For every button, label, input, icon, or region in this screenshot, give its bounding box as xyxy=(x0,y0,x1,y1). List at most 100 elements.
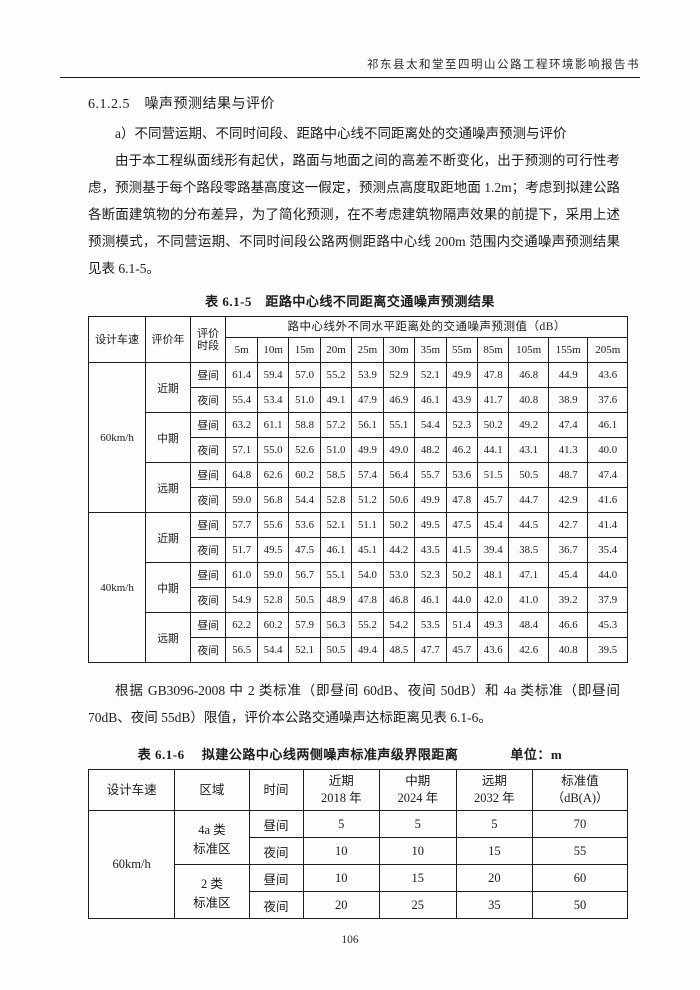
speed-cell: 40km/h xyxy=(87,512,147,663)
boundary-table-header: 标准值 （dB(A)） xyxy=(532,769,628,811)
noise-value-cell: 48.9 xyxy=(319,587,353,613)
noise-value-cell: 45.1 xyxy=(351,537,384,563)
noise-value-cell: 56.7 xyxy=(288,562,321,588)
noise-value-cell: 54.0 xyxy=(351,562,384,588)
time-cell: 昼间 xyxy=(248,864,304,892)
noise-value-cell: 59.0 xyxy=(225,487,258,513)
distance-value-cell: 60 xyxy=(532,864,628,892)
noise-value-cell: 43.6 xyxy=(587,362,628,388)
noise-value-cell: 61.1 xyxy=(256,412,290,438)
noise-value-cell: 45.7 xyxy=(476,487,510,513)
noise-value-cell: 54.4 xyxy=(288,487,321,513)
noise-value-cell: 57.0 xyxy=(288,362,321,388)
noise-value-cell: 41.6 xyxy=(587,487,628,513)
noise-value-cell: 49.9 xyxy=(351,437,384,463)
table-row: 中期 昼间 61.0 59.0 56.7 55.1 54.0 53.0 52.3 50.2 48.1… xyxy=(89,562,628,613)
noise-value-cell: 52.8 xyxy=(319,487,353,513)
noise-value-cell: 46.6 xyxy=(547,612,589,638)
noise-value-cell: 53.0 xyxy=(382,562,416,588)
noise-value-cell: 40.8 xyxy=(547,637,589,663)
noise-value-cell: 52.6 xyxy=(288,437,321,463)
noise-value-cell: 54.4 xyxy=(256,637,290,663)
section-heading: 6.1.2.5 噪声预测结果与评价 xyxy=(88,97,275,112)
table1-title: 表 6.1-5 距路中心线不同距离交通噪声预测结果 xyxy=(205,294,495,309)
distance-value-cell: 20 xyxy=(455,864,534,892)
noise-value-cell: 49.5 xyxy=(414,512,447,538)
distance-value-cell: 25 xyxy=(379,891,457,919)
noise-value-cell: 42.7 xyxy=(547,512,589,538)
distance-header: 5m xyxy=(225,337,258,363)
noise-value-cell: 45.7 xyxy=(445,637,478,663)
table-row: 夜间 57.1 55.0 52.6 51.0 49.9 49.0 48.2 46.2 44.1 43… xyxy=(89,437,628,463)
noise-value-cell: 61.4 xyxy=(225,362,258,388)
noise-value-cell: 57.7 xyxy=(225,512,258,538)
time-cell: 夜间 xyxy=(189,637,227,663)
noise-value-cell: 59.4 xyxy=(256,362,290,388)
time-cell: 夜间 xyxy=(189,587,227,613)
time-cell: 夜间 xyxy=(189,437,227,463)
noise-value-cell: 55.2 xyxy=(319,362,353,388)
noise-value-cell: 43.1 xyxy=(508,437,549,463)
noise-value-cell: 57.2 xyxy=(319,412,353,438)
table-row: 夜间 51.7 49.5 47.5 46.1 45.1 44.2 43.5 41.5 39.4 38… xyxy=(89,537,628,563)
noise-value-cell: 62.2 xyxy=(225,612,258,638)
noise-value-cell: 51.7 xyxy=(225,537,258,563)
distance-header: 155m xyxy=(547,337,589,363)
noise-value-cell: 49.4 xyxy=(351,637,384,663)
noise-value-cell: 52.1 xyxy=(288,637,321,663)
noise-value-cell: 46.9 xyxy=(382,387,416,413)
time-cell: 昼间 xyxy=(189,462,227,488)
noise-value-cell: 51.1 xyxy=(351,512,384,538)
speed-cell: 60km/h xyxy=(87,810,176,919)
time-cell: 昼间 xyxy=(189,512,227,538)
noise-value-cell: 50.2 xyxy=(445,562,478,588)
noise-value-cell: 51.0 xyxy=(288,387,321,413)
noise-value-cell: 53.9 xyxy=(351,362,384,388)
table-row: 60km/h 近期 昼间 61.4 59.4 57.0 55.2 53.9 52.9 52.1 49… xyxy=(87,362,628,513)
zone-cell: 4a 类标准区 xyxy=(174,810,250,865)
noise-value-cell: 57.9 xyxy=(288,612,321,638)
doc-header-title: 祁东县太和堂至四明山公路工程环境影响报告书 xyxy=(367,59,640,71)
noise-value-cell: 57.1 xyxy=(225,437,258,463)
boundary-distance-table-head: 设计车速 区域 时间 近期 2018 年中期 2024 年远期 2032 年标准值 （dB(A… xyxy=(87,769,628,811)
noise-value-cell: 54.9 xyxy=(225,587,258,613)
noise-value-cell: 51.5 xyxy=(476,462,510,488)
table2-unit-label: 单位：m xyxy=(510,747,563,762)
noise-value-cell: 42.6 xyxy=(508,637,549,663)
noise-value-cell: 46.1 xyxy=(414,587,447,613)
noise-value-cell: 47.8 xyxy=(351,587,384,613)
noise-value-cell: 49.1 xyxy=(319,387,353,413)
noise-value-cell: 36.7 xyxy=(547,537,589,563)
distance-span-header: 路中心线外不同水平距离处的交通噪声预测值（dB） xyxy=(225,316,628,338)
distance-header: 85m xyxy=(476,337,510,363)
noise-value-cell: 50.2 xyxy=(382,512,416,538)
table-row: 夜间 10 10 15 55 xyxy=(89,837,628,865)
noise-value-cell: 54.2 xyxy=(382,612,416,638)
noise-value-cell: 46.1 xyxy=(414,387,447,413)
noise-value-cell: 41.0 xyxy=(508,587,549,613)
boundary-table-header: 中期 2024 年 xyxy=(379,769,457,811)
boundary-table-header: 设计车速 xyxy=(87,769,176,811)
noise-prediction-table-body: 60km/h 近期 昼间 61.4 59.4 57.0 55.2 53.9 52.9 52.1 49… xyxy=(87,362,628,663)
distance-header: 35m xyxy=(414,337,447,363)
noise-value-cell: 63.2 xyxy=(225,412,258,438)
noise-value-cell: 55.0 xyxy=(256,437,290,463)
distance-header: 55m xyxy=(445,337,478,363)
noise-value-cell: 52.3 xyxy=(445,412,478,438)
distance-header: 15m xyxy=(288,337,321,363)
noise-value-cell: 46.1 xyxy=(319,537,353,563)
noise-value-cell: 41.4 xyxy=(587,512,628,538)
noise-value-cell: 45.4 xyxy=(547,562,589,588)
boundary-distance-table: 设计车速 区域 时间 近期 2018 年中期 2024 年远期 2032 年标准值 （dB(A… xyxy=(87,769,628,919)
time-period-header: 评价 时段 xyxy=(189,316,227,363)
noise-value-cell: 56.1 xyxy=(351,412,384,438)
noise-value-cell: 44.9 xyxy=(547,362,589,388)
noise-value-cell: 50.6 xyxy=(382,487,416,513)
table-row: 夜间 54.9 52.8 50.5 48.9 47.8 46.8 46.1 44.0 42.0 41… xyxy=(89,587,628,613)
noise-value-cell: 50.5 xyxy=(508,462,549,488)
noise-value-cell: 42.9 xyxy=(547,487,589,513)
noise-value-cell: 49.9 xyxy=(414,487,447,513)
distance-header: 30m xyxy=(382,337,416,363)
noise-prediction-table-head: 设计车速 评价年 评价 时段 路中心线外不同水平距离处的交通噪声预测值（dB） 5m 10m… xyxy=(87,316,628,363)
